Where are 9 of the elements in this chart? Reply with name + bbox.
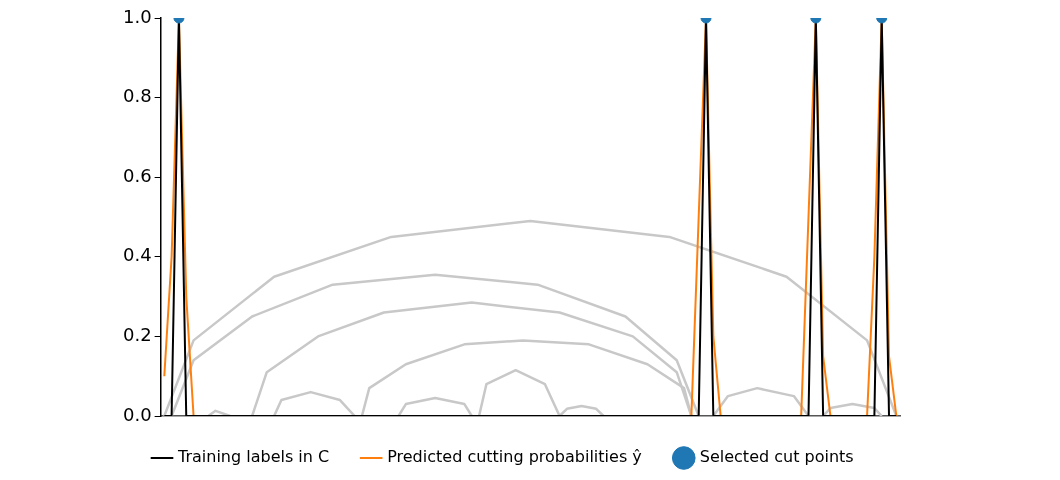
- y-tick-label: 0.0: [122, 403, 152, 425]
- y-tick-label: 0.6: [122, 164, 152, 186]
- legend-label: Selected cut points: [699, 447, 854, 467]
- y-tick-label: 1.0: [122, 5, 152, 27]
- y-tick-label: 0.4: [122, 244, 152, 266]
- y-tick-label: 0.2: [122, 324, 152, 346]
- legend-label: Predicted cutting probabilities ŷ: [387, 447, 642, 467]
- legend-label: Training labels in C: [177, 447, 330, 467]
- y-tick-label: 0.8: [122, 85, 152, 107]
